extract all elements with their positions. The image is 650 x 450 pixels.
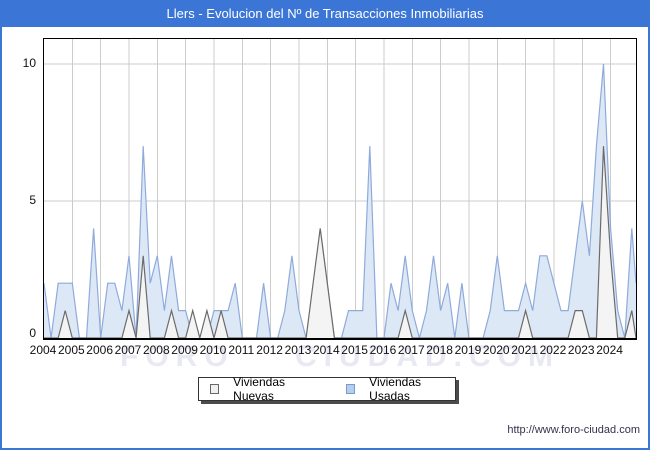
nuevas-swatch-icon (210, 384, 220, 394)
x-tick-label: 2014 (312, 343, 340, 357)
x-tick-label: 2012 (256, 343, 283, 357)
x-tick-label: 2017 (397, 343, 425, 357)
legend-item-viviendas-usadas: Viviendas Usadas (346, 375, 455, 403)
title-bar: Llers - Evolucion del Nº de Transaccione… (2, 0, 648, 27)
x-tick-label: 2022 (539, 343, 567, 357)
legend-item-viviendas-nuevas: Viviendas Nuevas (210, 375, 319, 403)
x-tick-label: 2004 (29, 343, 57, 357)
usadas-swatch-icon (346, 384, 356, 394)
y-tick-label: 5 (29, 193, 36, 207)
watermark: FORO CIUDAD.COM (120, 340, 560, 373)
x-tick-label: 2021 (511, 343, 538, 357)
x-tick-label: 2020 (482, 343, 510, 357)
x-tick-label: 2018 (426, 343, 453, 357)
x-tick-label: 2006 (86, 343, 113, 357)
plot-area (43, 38, 637, 340)
legend: Viviendas Nuevas Viviendas Usadas (198, 375, 456, 403)
x-tick-label: 2011 (228, 343, 255, 357)
x-tick-label: 2019 (454, 343, 482, 357)
x-tick-label: 2013 (284, 343, 312, 357)
x-tick-label: 2007 (114, 343, 142, 357)
x-tick-label: 2016 (369, 343, 397, 357)
x-tick-label: 2010 (199, 343, 227, 357)
y-tick-label: 0 (29, 326, 36, 340)
x-tick-label: 2005 (57, 343, 85, 357)
x-tick-label: 2009 (171, 343, 198, 357)
x-tick-label: 2008 (142, 343, 170, 357)
y-tick-label: 10 (22, 56, 36, 70)
chart-canvas (44, 39, 636, 338)
legend-label-usadas: Viviendas Usadas (369, 375, 421, 403)
legend-label-nuevas: Viviendas Nuevas (233, 375, 285, 403)
x-tick-label: 2015 (341, 343, 368, 357)
x-tick-label: 2023 (567, 343, 595, 357)
chart-title: Llers - Evolucion del Nº de Transaccione… (166, 6, 484, 21)
x-tick-label: 2024 (596, 343, 623, 357)
footer-url[interactable]: http://www.foro-ciudad.com (507, 424, 640, 436)
